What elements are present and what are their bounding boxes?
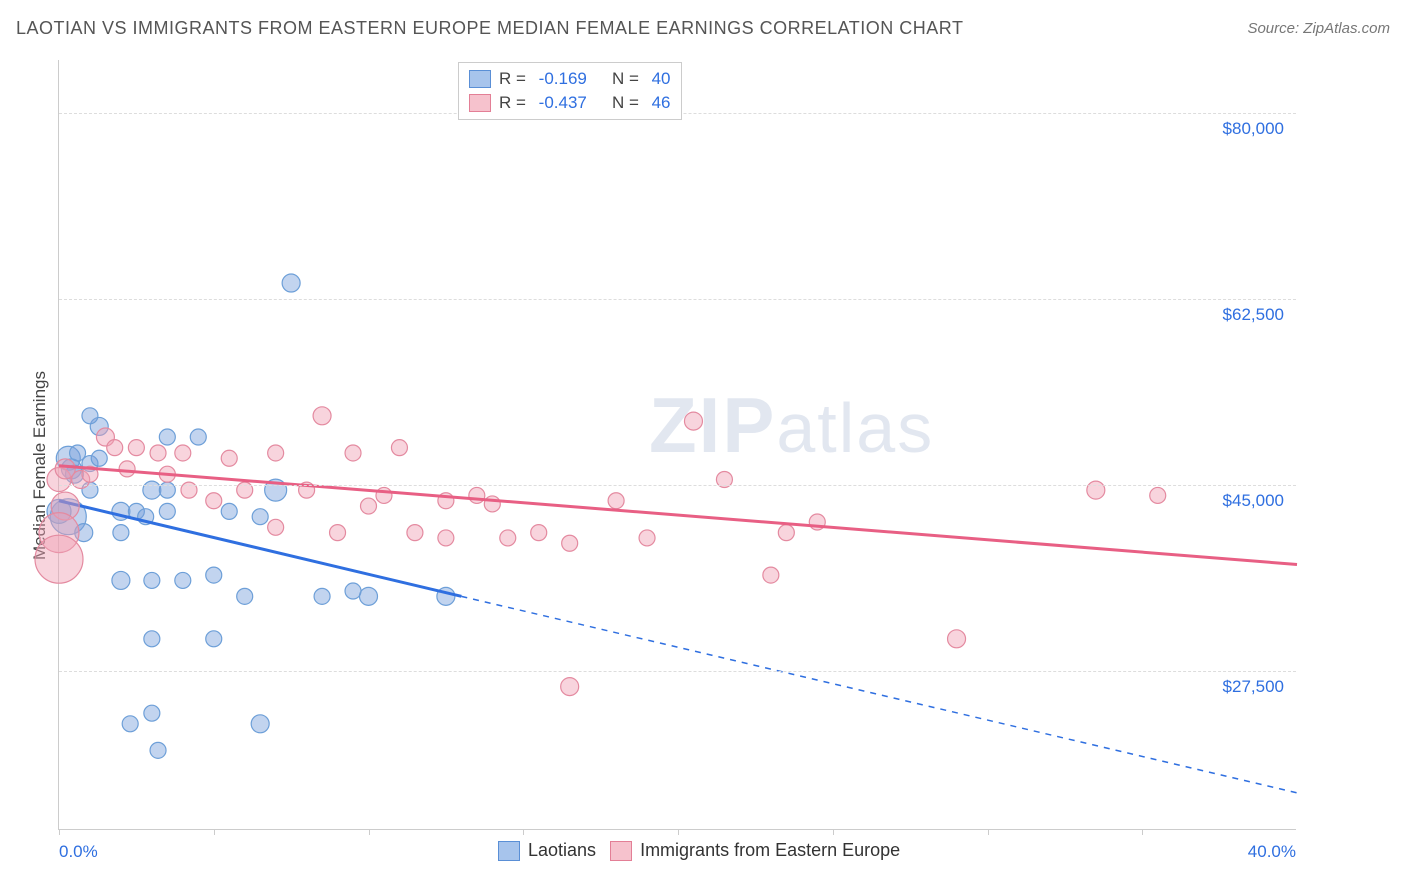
data-point-eastern-europe — [438, 530, 454, 546]
data-point-laotians — [112, 571, 130, 589]
data-point-eastern-europe — [608, 493, 624, 509]
n-label: N = — [612, 67, 639, 91]
legend-label: Laotians — [528, 840, 596, 861]
gridline — [59, 485, 1296, 486]
x-tick — [523, 829, 524, 835]
data-point-laotians — [237, 588, 253, 604]
data-point-laotians — [159, 503, 175, 519]
data-point-laotians — [159, 429, 175, 445]
data-point-laotians — [360, 587, 378, 605]
data-point-eastern-europe — [407, 525, 423, 541]
data-point-eastern-europe — [391, 440, 407, 456]
legend-item: Immigrants from Eastern Europe — [610, 840, 900, 861]
data-point-laotians — [206, 567, 222, 583]
data-point-eastern-europe — [330, 525, 346, 541]
chart-title: LAOTIAN VS IMMIGRANTS FROM EASTERN EUROP… — [16, 18, 963, 39]
r-value: -0.437 — [534, 91, 604, 115]
source-attribution: Source: ZipAtlas.com — [1247, 20, 1390, 37]
x-tick — [1142, 829, 1143, 835]
legend-label: Immigrants from Eastern Europe — [640, 840, 900, 861]
data-point-eastern-europe — [531, 525, 547, 541]
data-point-laotians — [251, 715, 269, 733]
series-legend: Laotians Immigrants from Eastern Europe — [498, 840, 900, 861]
data-point-eastern-europe — [150, 445, 166, 461]
data-point-laotians — [150, 742, 166, 758]
y-tick-label: $27,500 — [1223, 677, 1284, 697]
x-tick — [369, 829, 370, 835]
data-point-eastern-europe — [128, 440, 144, 456]
data-point-eastern-europe — [778, 525, 794, 541]
data-point-eastern-europe — [500, 530, 516, 546]
data-point-eastern-europe — [175, 445, 191, 461]
legend-row: R = -0.169 N = 40 — [469, 67, 671, 91]
data-point-laotians — [113, 525, 129, 541]
data-point-laotians — [345, 583, 361, 599]
data-point-laotians — [144, 572, 160, 588]
data-point-laotians — [91, 450, 107, 466]
x-tick — [833, 829, 834, 835]
gridline — [59, 671, 1296, 672]
x-axis-max-label: 40.0% — [1248, 842, 1296, 862]
data-point-laotians — [314, 588, 330, 604]
data-point-eastern-europe — [345, 445, 361, 461]
n-value: 46 — [647, 91, 671, 115]
y-tick-label: $45,000 — [1223, 491, 1284, 511]
data-point-laotians — [82, 408, 98, 424]
data-point-laotians — [252, 509, 268, 525]
data-point-laotians — [144, 631, 160, 647]
x-tick — [214, 829, 215, 835]
data-point-eastern-europe — [107, 440, 123, 456]
data-point-eastern-europe — [35, 535, 83, 583]
legend-swatch — [469, 94, 491, 112]
data-point-eastern-europe — [561, 678, 579, 696]
data-point-laotians — [282, 274, 300, 292]
data-point-eastern-europe — [268, 519, 284, 535]
data-point-eastern-europe — [119, 461, 135, 477]
r-label: R = — [499, 91, 526, 115]
data-point-laotians — [221, 503, 237, 519]
scatter-plot-area: ZIPatlas $27,500$45,000$62,500$80,0000.0… — [58, 60, 1296, 830]
y-tick-label: $62,500 — [1223, 305, 1284, 325]
data-point-laotians — [122, 716, 138, 732]
data-point-laotians — [206, 631, 222, 647]
chart-header: LAOTIAN VS IMMIGRANTS FROM EASTERN EUROP… — [16, 18, 1390, 39]
n-label: N = — [612, 91, 639, 115]
data-point-eastern-europe — [763, 567, 779, 583]
legend-swatch — [498, 841, 520, 861]
legend-swatch — [610, 841, 632, 861]
r-value: -0.169 — [534, 67, 604, 91]
data-point-eastern-europe — [361, 498, 377, 514]
data-point-eastern-europe — [206, 493, 222, 509]
correlation-legend: R = -0.169 N = 40 R = -0.437 N = 46 — [458, 62, 682, 120]
data-point-laotians — [175, 572, 191, 588]
x-axis-min-label: 0.0% — [59, 842, 98, 862]
x-tick — [59, 829, 60, 835]
r-label: R = — [499, 67, 526, 91]
data-point-eastern-europe — [562, 535, 578, 551]
gridline — [59, 299, 1296, 300]
data-point-eastern-europe — [313, 407, 331, 425]
legend-swatch — [469, 70, 491, 88]
plot-svg — [59, 60, 1297, 830]
trend-line-eastern-europe — [59, 466, 1297, 565]
data-point-laotians — [190, 429, 206, 445]
legend-item: Laotians — [498, 840, 596, 861]
y-tick-label: $80,000 — [1223, 119, 1284, 139]
x-tick — [678, 829, 679, 835]
n-value: 40 — [647, 67, 671, 91]
data-point-laotians — [144, 705, 160, 721]
data-point-eastern-europe — [639, 530, 655, 546]
data-point-eastern-europe — [948, 630, 966, 648]
data-point-eastern-europe — [221, 450, 237, 466]
legend-row: R = -0.437 N = 46 — [469, 91, 671, 115]
data-point-eastern-europe — [268, 445, 284, 461]
data-point-eastern-europe — [469, 487, 485, 503]
trend-line-laotians-dashed — [461, 596, 1297, 792]
x-tick — [988, 829, 989, 835]
data-point-eastern-europe — [684, 412, 702, 430]
data-point-eastern-europe — [1150, 487, 1166, 503]
